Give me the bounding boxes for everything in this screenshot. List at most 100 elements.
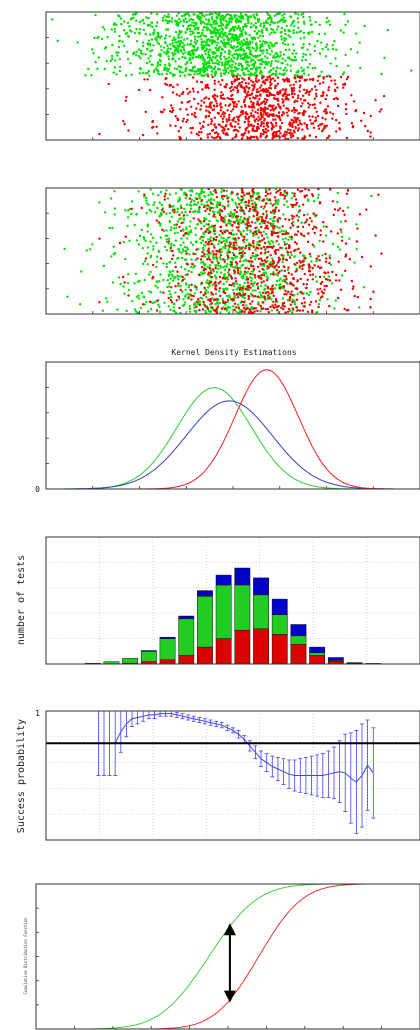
scatter-point bbox=[320, 290, 324, 293]
scatter-point bbox=[276, 25, 280, 28]
scatter-point bbox=[215, 62, 218, 65]
scatter-point bbox=[259, 62, 262, 66]
scatter-point bbox=[284, 59, 287, 62]
scatter-point bbox=[122, 275, 125, 279]
scatter-point bbox=[51, 18, 54, 21]
scatter-point bbox=[243, 281, 246, 285]
scatter-point bbox=[312, 212, 315, 215]
scatter-point bbox=[164, 37, 167, 40]
scatter-point bbox=[240, 68, 243, 72]
scatter-point bbox=[253, 30, 256, 33]
scatter-point bbox=[218, 289, 221, 293]
scatter-point bbox=[125, 31, 128, 35]
scatter-point bbox=[221, 120, 225, 124]
scatter-point bbox=[291, 90, 294, 93]
scatter-point bbox=[245, 259, 248, 263]
scatter-point bbox=[296, 118, 299, 121]
scatter-point bbox=[312, 126, 316, 129]
scatter-point bbox=[269, 305, 272, 309]
scatter-point bbox=[176, 20, 179, 23]
scatter-point bbox=[353, 294, 356, 298]
scatter-point bbox=[272, 227, 275, 230]
scatter-point bbox=[197, 134, 200, 137]
scatter-point bbox=[182, 227, 185, 231]
scatter-point bbox=[259, 89, 263, 92]
scatter-point bbox=[345, 192, 349, 195]
scatter-point bbox=[308, 269, 311, 272]
scatter-point bbox=[306, 48, 309, 51]
scatter-point bbox=[223, 32, 226, 35]
scatter-point bbox=[245, 275, 249, 279]
scatter-point bbox=[148, 44, 152, 47]
scatter-point bbox=[165, 189, 168, 192]
scatter-point bbox=[181, 52, 185, 55]
scatter-point bbox=[302, 43, 305, 46]
scatter-point bbox=[213, 123, 216, 127]
scatter-point bbox=[230, 40, 233, 43]
scatter-point bbox=[172, 254, 175, 257]
scatter-point bbox=[219, 264, 222, 267]
scatter-point bbox=[290, 92, 294, 96]
scatter-point bbox=[222, 189, 226, 192]
scatter-point bbox=[285, 95, 288, 99]
scatter-point bbox=[200, 199, 204, 202]
scatter-point bbox=[240, 247, 243, 250]
scatter-point bbox=[320, 41, 323, 44]
scatter-point bbox=[377, 193, 380, 196]
scatter-point bbox=[282, 301, 286, 305]
scatter-point bbox=[269, 211, 273, 214]
scatter-point bbox=[293, 59, 296, 62]
scatter-point bbox=[226, 271, 230, 274]
scatter-point bbox=[331, 242, 335, 246]
scatter-point bbox=[127, 294, 130, 297]
scatter-point bbox=[143, 78, 146, 81]
scatter-point bbox=[303, 195, 307, 199]
scatter-point bbox=[130, 207, 133, 211]
bar-green bbox=[253, 594, 269, 630]
scatter-point bbox=[213, 232, 217, 236]
scatter-point bbox=[245, 304, 248, 307]
scatter-point bbox=[176, 231, 179, 234]
scatter-point bbox=[245, 37, 249, 40]
scatter-point bbox=[188, 100, 191, 103]
scatter-point bbox=[327, 271, 330, 274]
scatter-point bbox=[258, 270, 261, 273]
scatter-point bbox=[296, 100, 299, 103]
scatter-point bbox=[217, 41, 220, 44]
scatter-point bbox=[226, 67, 230, 70]
scatter-point bbox=[282, 94, 285, 98]
scatter-point bbox=[162, 68, 166, 71]
scatter-point bbox=[183, 48, 186, 52]
scatter-point bbox=[186, 118, 189, 122]
scatter-point bbox=[251, 289, 255, 292]
scatter-point bbox=[283, 305, 286, 308]
scatter-point bbox=[293, 263, 296, 266]
scatter-point bbox=[271, 107, 274, 110]
scatter-point bbox=[339, 75, 343, 79]
scatter-point bbox=[274, 107, 277, 110]
scatter-point bbox=[265, 216, 268, 220]
scatter-point bbox=[297, 215, 301, 219]
scatter-point bbox=[256, 112, 259, 115]
scatter-point bbox=[267, 297, 271, 300]
scatter-point bbox=[157, 303, 160, 306]
scatter-point bbox=[236, 222, 240, 225]
scatter-point bbox=[172, 309, 175, 312]
scatter-point bbox=[329, 75, 332, 78]
scatter-point bbox=[252, 47, 255, 50]
scatter-point bbox=[318, 23, 321, 27]
scatter-point bbox=[206, 136, 210, 139]
scatter-point bbox=[218, 211, 222, 215]
scatter-point bbox=[227, 52, 230, 55]
scatter-point bbox=[130, 73, 133, 76]
scatter-point bbox=[308, 103, 312, 107]
scatter-point bbox=[273, 79, 277, 82]
bar-blue bbox=[327, 657, 344, 661]
scatter-point bbox=[178, 217, 181, 221]
scatter-point bbox=[334, 57, 337, 60]
scatter-point bbox=[151, 275, 155, 279]
scatter-point bbox=[264, 194, 267, 197]
scatter-point bbox=[281, 246, 284, 250]
scatter-point bbox=[325, 94, 328, 97]
scatter-point bbox=[234, 120, 237, 124]
